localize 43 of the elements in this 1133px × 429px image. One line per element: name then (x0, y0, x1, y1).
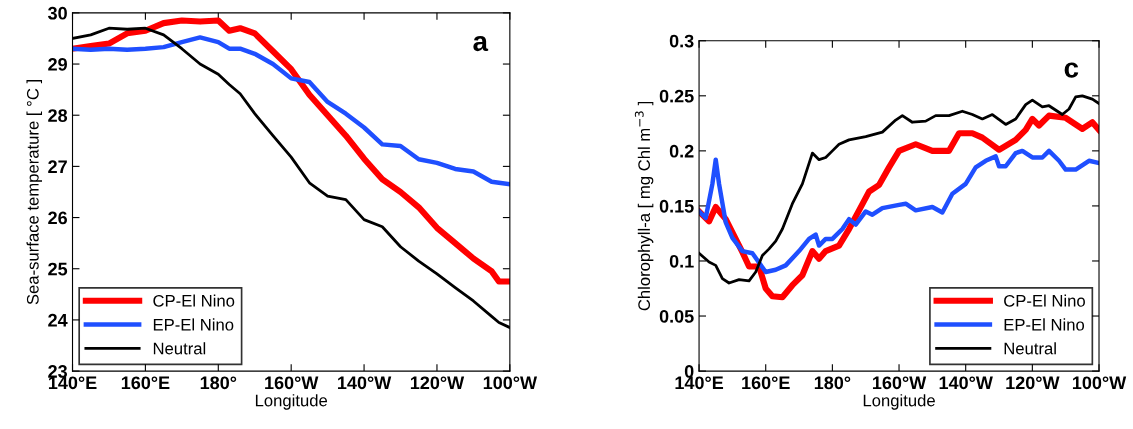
x-tick-label: 140°W (338, 376, 392, 390)
y-tick-label: 0.25 (659, 89, 694, 103)
y-axis-title: Sea-surface temperature [ °C ] (26, 80, 43, 305)
y-tick-label: 27 (48, 160, 67, 173)
x-tick-label: 120°W (1006, 376, 1060, 390)
y-tick-label: 30 (47, 6, 67, 20)
annotation: a (473, 35, 489, 52)
legend-label: EP-El Nino (1004, 318, 1085, 331)
y-axis-title: Chlorophyll-a [ mg Chl m$^{−3}$ ] (634, 101, 654, 311)
x-tick-label: 160°E (121, 376, 170, 390)
y-tick-label: 0.15 (659, 199, 694, 213)
legend-label: CP-El Nino (1004, 294, 1085, 307)
line-series (699, 148, 1100, 275)
x-tick-label: 100°W (1072, 376, 1127, 390)
y-tick-label: 23 (48, 365, 67, 378)
y-tick-label: 28 (48, 109, 68, 122)
x-tick-label: 140°E (675, 376, 724, 390)
y-tick-label: 0.3 (669, 34, 694, 48)
legend-label: Neutral (1004, 342, 1056, 355)
legend-label: CP-El Nino (153, 294, 235, 307)
x-tick-label: 160°E (742, 376, 790, 390)
y-tick-label: 24 (48, 313, 68, 327)
y-tick-label: 29 (48, 57, 67, 71)
y-tick-label: 0.2 (669, 144, 694, 158)
x-tick-label: 160°W (872, 376, 927, 390)
x-tick-label: 140°E (48, 376, 97, 390)
x-tick-label: 180° (200, 376, 237, 390)
annotation: c (1064, 62, 1079, 78)
x-tick-label: 180° (814, 376, 851, 390)
x-axis-title: Longitude (863, 394, 935, 410)
x-tick-label: 160°W (265, 376, 319, 390)
x-axis-title: Longitude (255, 394, 328, 410)
x-tick-label: 100°W (483, 376, 538, 390)
y-tick-label: 25 (48, 262, 68, 276)
line-series (72, 35, 510, 187)
legend-label: EP-El Nino (153, 318, 234, 331)
legend-label: Neutral (153, 342, 206, 355)
y-tick-label: 0.1 (669, 254, 694, 268)
y-tick-label: 0 (684, 365, 694, 378)
x-tick-label: 140°W (939, 376, 993, 390)
x-tick-label: 120°W (410, 376, 465, 390)
y-tick-label: 26 (48, 211, 67, 225)
y-tick-label: 0.05 (659, 309, 694, 323)
